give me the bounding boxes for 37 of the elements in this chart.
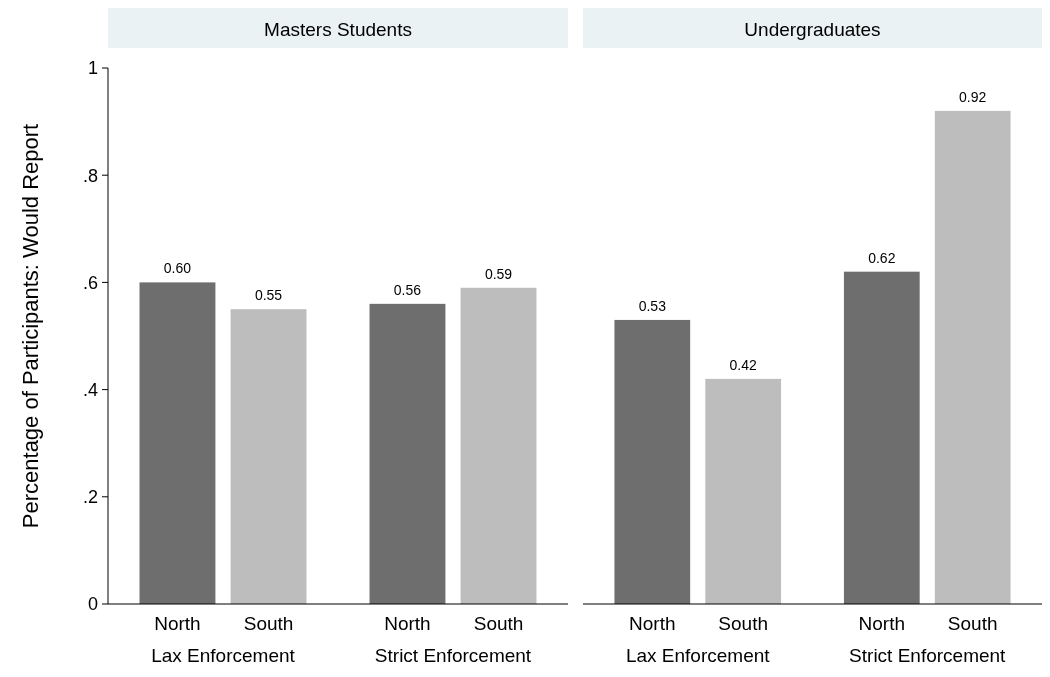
bar bbox=[614, 319, 691, 604]
data-label: 0.42 bbox=[729, 356, 758, 373]
bar bbox=[705, 378, 782, 604]
text: North bbox=[384, 613, 431, 634]
bar bbox=[369, 303, 446, 604]
chart-title: Masters Students bbox=[264, 19, 412, 40]
y-tick-label: .8 bbox=[82, 165, 98, 186]
data-label: 0.53 bbox=[638, 297, 667, 314]
bar bbox=[230, 309, 307, 604]
y-tick-label: .2 bbox=[82, 487, 98, 508]
x-tick-label: Lax Enforcement bbox=[151, 645, 296, 666]
series-label: North bbox=[154, 613, 201, 634]
data-label: 0.55 bbox=[254, 287, 283, 304]
bar bbox=[934, 110, 1011, 604]
y-axis-title: Percentage of Participants: Would Report bbox=[18, 123, 43, 529]
text: South bbox=[473, 613, 524, 634]
text: South bbox=[947, 613, 998, 634]
series-label: South bbox=[718, 613, 769, 634]
x-tick-label: Strict Enforcement bbox=[374, 645, 532, 666]
data-label: 0.62 bbox=[868, 249, 896, 266]
bar bbox=[460, 287, 537, 604]
chart-title: Undergraduates bbox=[744, 19, 881, 40]
text: North bbox=[858, 613, 906, 634]
bar bbox=[139, 282, 216, 604]
y-tick-label: 0 bbox=[87, 594, 98, 615]
y-tick-label: .4 bbox=[82, 379, 98, 400]
y-tick-label: .6 bbox=[82, 272, 98, 293]
data-label: 0.59 bbox=[484, 265, 513, 282]
data-label: 0.92 bbox=[959, 88, 987, 105]
data-label: 0.56 bbox=[393, 281, 422, 298]
bar bbox=[843, 271, 920, 604]
series-label: South bbox=[243, 613, 294, 634]
x-tick-label: Lax Enforcement bbox=[625, 645, 771, 666]
x-tick-label: Strict Enforcement bbox=[849, 645, 1007, 666]
series-label: North bbox=[629, 613, 676, 634]
data-label: 0.60 bbox=[163, 260, 192, 277]
y-tick-label: 1 bbox=[87, 58, 98, 79]
